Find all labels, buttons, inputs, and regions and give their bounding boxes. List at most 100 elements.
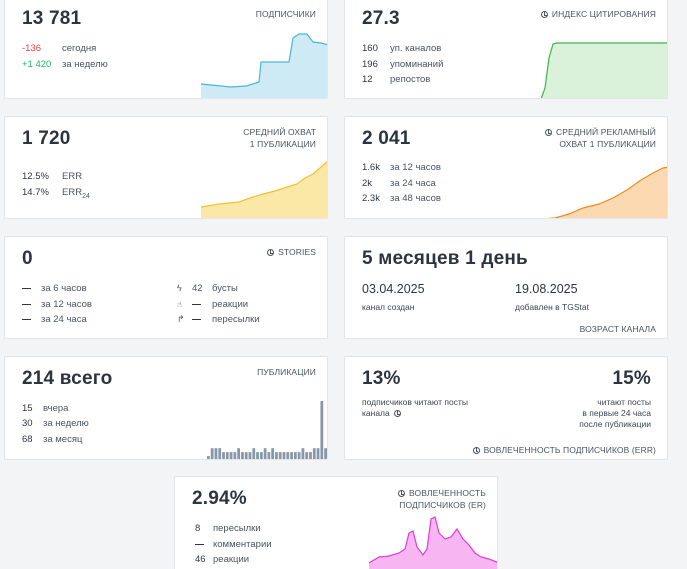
citation-row-value: 12 [362, 74, 373, 85]
posts-row-text: за месяц [43, 434, 83, 445]
stories-right-text: пересылки [212, 314, 260, 325]
engagement-err-label-text: ВОВЛЕЧЕННОСТЬ ПОДПИСЧИКОВ (ERR) [483, 445, 656, 455]
channel-age-value: 5 месяцев 1 день [362, 248, 528, 269]
posts-row-yesterday: 15 вчера [22, 403, 68, 414]
posts-bar-chart [207, 401, 327, 459]
dash-icon [195, 543, 204, 545]
err24-label-text: ERR [62, 187, 83, 198]
posts-row-text: вчера [43, 403, 69, 414]
thumbs-up-icon: ☝ [177, 300, 182, 309]
clock-icon [472, 446, 480, 454]
ad-reach-row-12h: 1.6k за 12 часов [362, 162, 441, 173]
er-row-reactions: 46 реакции [195, 554, 249, 565]
reach-card[interactable]: 1 720 СРЕДНИЙ ОХВАТ 1 ПУБЛИКАЦИИ 12.5% E… [4, 116, 328, 219]
stories-left-text: за 24 часа [41, 314, 87, 325]
posts-bar [301, 448, 305, 459]
added-date: 19.08.2025 [515, 282, 578, 296]
engagement-right-line2: в первые 24 часа [582, 408, 651, 418]
er-sparkline [369, 516, 497, 569]
posts-row-text: за неделю [43, 418, 89, 429]
ad-reach-row-value: 1.6k [362, 162, 380, 173]
citation-card[interactable]: 27.3 ИНДЕКС ЦИТИРОВАНИЯ 160 уп. каналов … [344, 0, 668, 99]
posts-bar [290, 452, 293, 459]
posts-bar [293, 452, 297, 459]
reach-label-line2: 1 ПУБЛИКАЦИИ [249, 139, 316, 149]
posts-card[interactable]: 214 всего ПУБЛИКАЦИИ 15 вчера 30 за неде… [4, 356, 328, 460]
citation-row-value: 196 [362, 59, 378, 70]
ad-reach-sparkline [546, 166, 667, 218]
posts-bar [286, 452, 290, 459]
er-row-text: пересылки [213, 523, 261, 534]
posts-bar [297, 452, 301, 459]
posts-bar [244, 452, 248, 459]
stories-right-value: 42 [192, 283, 203, 294]
er-row-forwards: 8 пересылки [195, 523, 261, 534]
posts-bar [309, 452, 312, 459]
bolt-icon: ϟ [177, 283, 182, 293]
citation-row-reposts: 12 репостов [362, 74, 430, 85]
engagement-left-line1: подписчиков читают посты [362, 397, 468, 407]
citation-label: ИНДЕКС ЦИТИРОВАНИЯ [540, 8, 656, 20]
citation-value: 27.3 [362, 8, 400, 29]
engagement-right-text: читают посты в первые 24 часа после публ… [579, 397, 651, 430]
clock-icon [267, 248, 275, 256]
er-card[interactable]: 2.94% ВОВЛЕЧЕННОСТЬ ПОДПИСЧИКОВ (ER) 8 п… [174, 476, 498, 569]
posts-bar [271, 448, 275, 459]
stories-label: STORIES [267, 246, 316, 258]
dash-icon [192, 304, 201, 305]
er-label-line1-text: ВОВЛЕЧЕННОСТЬ [409, 488, 486, 498]
er-label-line2: ПОДПИСЧИКОВ (ER) [399, 500, 486, 510]
created-label: канал создан [362, 302, 415, 312]
engagement-right-line3: после публикации [579, 419, 651, 429]
engagement-err-card[interactable]: 13% 15% подписчиков читают посты канала … [344, 356, 668, 460]
info-icon[interactable] [394, 409, 402, 417]
subscribers-label: ПОДПИСЧИКИ [255, 9, 316, 19]
er-row-text: реакции [213, 554, 250, 565]
share-arrow-icon: ↱ [177, 314, 185, 324]
posts-bar [275, 452, 278, 459]
posts-bar [218, 448, 222, 459]
dash-icon [192, 319, 201, 320]
stories-card[interactable]: 0 STORIES за 6 часов за 12 часов за 24 ч… [4, 236, 328, 339]
clock-icon [540, 10, 548, 18]
ad-reach-row-text: за 48 часов [390, 193, 441, 204]
subscribers-card[interactable]: 13 781 ПОДПИСЧИКИ -136 сегодня +1 420 за… [4, 0, 328, 99]
ad-reach-row-value: 2k [362, 178, 373, 189]
posts-bar [248, 452, 252, 459]
reach-label-line1: СРЕДНИЙ ОХВАТ [243, 127, 316, 137]
engagement-left-value: 13% [362, 368, 401, 389]
er-row-value: 46 [195, 554, 206, 565]
citation-sparkline [541, 42, 667, 98]
posts-row-week: 30 за неделю [22, 418, 89, 429]
channel-age-card[interactable]: 5 месяцев 1 день 03.04.2025 канал создан… [344, 236, 668, 339]
citation-row-text: репостов [390, 74, 431, 85]
posts-row-value: 15 [22, 403, 33, 414]
ad-reach-row-24h: 2k за 24 часа [362, 178, 436, 189]
reach-label: СРЕДНИЙ ОХВАТ 1 ПУБЛИКАЦИИ [243, 126, 316, 150]
stories-left-row: за 6 часов [22, 283, 87, 294]
subscribers-value: 13 781 [22, 8, 82, 29]
week-delta: +1 420 [22, 59, 52, 70]
ad-reach-label-line2: ОХВАТ 1 ПУБЛИКАЦИИ [559, 139, 656, 149]
ad-reach-card[interactable]: 2 041 СРЕДНИЙ РЕКЛАМНЫЙ ОХВАТ 1 ПУБЛИКАЦ… [344, 116, 668, 219]
stories-right-text: реакции [212, 299, 249, 310]
reach-value: 1 720 [22, 128, 71, 149]
err-value: 12.5% [22, 171, 49, 182]
stories-left-text: за 6 часов [41, 283, 87, 294]
stories-label-text: STORIES [278, 247, 316, 257]
posts-bar [263, 448, 267, 459]
citation-row-mentions: 196 упоминаний [362, 59, 443, 70]
created-date: 03.04.2025 [362, 282, 425, 296]
err24-subscript: 24 [82, 192, 90, 200]
stories-right-text: бусты [212, 283, 238, 294]
posts-bar [207, 456, 210, 459]
dash-icon [22, 287, 31, 289]
posts-bar [305, 452, 309, 459]
stories-left-text: за 12 часов [41, 299, 92, 310]
posts-bar [241, 452, 244, 459]
err24-value: 14.7% [22, 187, 49, 198]
posts-bar [278, 452, 282, 459]
dash-icon [22, 318, 31, 320]
dash-icon [22, 303, 31, 305]
posts-bar [256, 452, 259, 459]
